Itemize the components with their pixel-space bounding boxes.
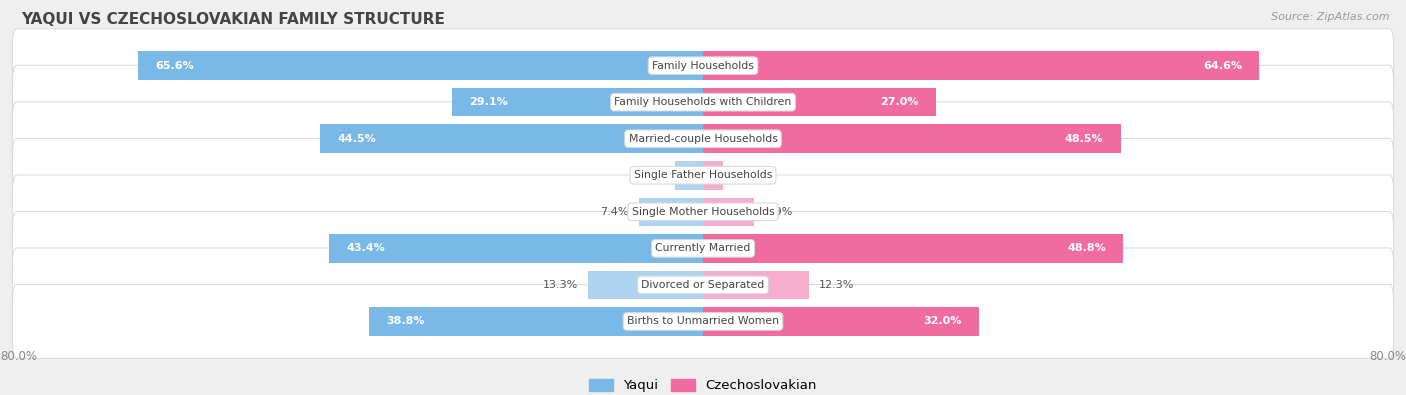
Bar <box>368 307 703 336</box>
FancyBboxPatch shape <box>13 248 1393 322</box>
Text: Family Households: Family Households <box>652 61 754 71</box>
Bar <box>703 271 808 299</box>
Bar <box>453 88 703 117</box>
Text: 80.0%: 80.0% <box>1369 350 1406 363</box>
Text: 27.0%: 27.0% <box>880 97 918 107</box>
Text: 38.8%: 38.8% <box>387 316 425 326</box>
Text: 5.9%: 5.9% <box>763 207 793 217</box>
Text: YAQUI VS CZECHOSLOVAKIAN FAMILY STRUCTURE: YAQUI VS CZECHOSLOVAKIAN FAMILY STRUCTUR… <box>21 12 444 27</box>
Bar <box>703 307 979 336</box>
Text: Source: ZipAtlas.com: Source: ZipAtlas.com <box>1271 12 1389 22</box>
Bar <box>703 234 1123 263</box>
Bar <box>703 198 754 226</box>
Text: 43.4%: 43.4% <box>346 243 385 253</box>
FancyBboxPatch shape <box>13 138 1393 212</box>
Bar <box>138 51 703 80</box>
Text: Currently Married: Currently Married <box>655 243 751 253</box>
Bar <box>589 271 703 299</box>
FancyBboxPatch shape <box>13 29 1393 103</box>
Text: 12.3%: 12.3% <box>820 280 855 290</box>
Text: Births to Unmarried Women: Births to Unmarried Women <box>627 316 779 326</box>
Text: Divorced or Separated: Divorced or Separated <box>641 280 765 290</box>
FancyBboxPatch shape <box>13 175 1393 249</box>
Bar <box>703 88 935 117</box>
Bar <box>703 161 723 190</box>
Bar <box>675 161 703 190</box>
Text: Single Mother Households: Single Mother Households <box>631 207 775 217</box>
Text: 3.2%: 3.2% <box>637 170 665 180</box>
Text: 32.0%: 32.0% <box>922 316 962 326</box>
Bar <box>319 124 703 153</box>
Text: 64.6%: 64.6% <box>1204 61 1241 71</box>
Text: 2.3%: 2.3% <box>733 170 762 180</box>
FancyBboxPatch shape <box>13 102 1393 176</box>
Text: 7.4%: 7.4% <box>600 207 628 217</box>
Bar <box>640 198 703 226</box>
Text: Single Father Households: Single Father Households <box>634 170 772 180</box>
Text: Family Households with Children: Family Households with Children <box>614 97 792 107</box>
FancyBboxPatch shape <box>13 284 1393 358</box>
Text: 80.0%: 80.0% <box>0 350 37 363</box>
Text: 13.3%: 13.3% <box>543 280 578 290</box>
Bar <box>703 51 1260 80</box>
Bar <box>703 124 1121 153</box>
Text: 44.5%: 44.5% <box>337 134 375 144</box>
Text: 48.8%: 48.8% <box>1067 243 1107 253</box>
FancyBboxPatch shape <box>13 211 1393 285</box>
Bar <box>329 234 703 263</box>
Legend: Yaqui, Czechoslovakian: Yaqui, Czechoslovakian <box>583 373 823 395</box>
Text: 65.6%: 65.6% <box>155 61 194 71</box>
Text: 29.1%: 29.1% <box>470 97 509 107</box>
FancyBboxPatch shape <box>13 65 1393 139</box>
Text: Married-couple Households: Married-couple Households <box>628 134 778 144</box>
Text: 48.5%: 48.5% <box>1064 134 1104 144</box>
